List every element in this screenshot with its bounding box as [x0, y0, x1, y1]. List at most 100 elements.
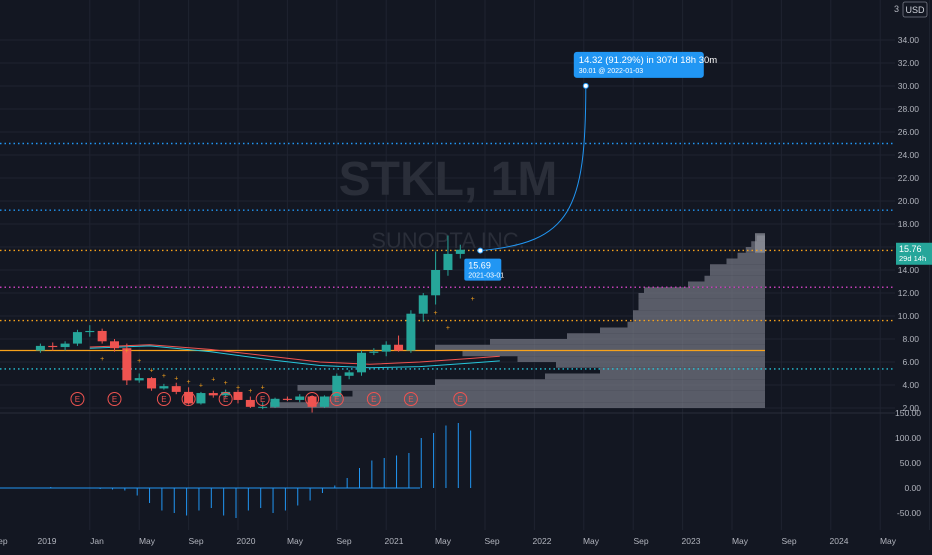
earnings-marker-label: E: [334, 395, 339, 404]
volume-profile-bar: [490, 339, 765, 345]
candle-body: [85, 330, 95, 333]
candle-body: [332, 375, 342, 397]
earnings-marker-label: E: [186, 395, 191, 404]
candle-body: [307, 396, 317, 407]
volume-profile-cap: [755, 233, 765, 253]
currency-badge[interactable]: USD: [902, 1, 928, 18]
volume-profile-bar: [710, 270, 765, 276]
indicator-marker: +: [446, 325, 450, 332]
candle-body: [282, 398, 292, 400]
candle-body: [159, 386, 169, 389]
time-axis-label: May: [139, 536, 156, 546]
last-price-countdown: 29d 14h: [899, 254, 926, 263]
last-price-box: [896, 242, 932, 265]
candle-body: [147, 378, 157, 389]
volume-profile-bar: [545, 373, 765, 380]
earnings-marker-icon[interactable]: [453, 392, 468, 406]
indicator-marker: +: [125, 348, 129, 355]
projection-end-handle[interactable]: [582, 82, 589, 89]
candle-body: [171, 386, 181, 392]
earnings-marker-label: E: [112, 395, 117, 404]
price-axis[interactable]: 34.00 32.00 30.00 28.00 26.00 24.00 22.00 20.00…: [898, 35, 920, 413]
candle-body: [221, 391, 231, 396]
volume-profile-bar: [567, 333, 765, 339]
oscillator-axis-label: 0.00: [904, 483, 921, 493]
price-axis-label: 10.00: [898, 311, 920, 321]
earnings-marker-label: E: [458, 395, 463, 404]
candle-body: [208, 393, 218, 396]
earnings-marker-icon[interactable]: [403, 392, 418, 406]
time-axis-label: 2023: [682, 536, 701, 546]
indicator-marker: +: [150, 367, 154, 374]
candle-body: [418, 295, 428, 314]
projection-start-handle[interactable]: [477, 247, 484, 254]
earnings-marker-icon[interactable]: [366, 392, 381, 406]
candle-body: [48, 345, 58, 348]
earnings-marker-icon[interactable]: [255, 392, 270, 406]
oscillator-axis[interactable]: 150.00 100.00 50.00 0.00 -50.00: [895, 408, 921, 518]
oscillator-pane: [0, 423, 472, 518]
indicator-marker: +: [224, 380, 228, 387]
time-axis-label: Sep: [484, 536, 499, 546]
time-axis-label: 2020: [237, 536, 256, 546]
time-axis-label: Sep: [188, 536, 203, 546]
earnings-marker-icon[interactable]: [329, 392, 344, 406]
time-axis-label: Sep: [336, 536, 351, 546]
price-axis-label: 22.00: [898, 173, 920, 183]
price-axis-label: 18.00: [898, 219, 920, 229]
price-axis-label: 30.00: [898, 81, 920, 91]
time-axis-label: 2021: [385, 536, 404, 546]
earnings-marker-icon[interactable]: [70, 392, 85, 406]
volume-profile-bar: [644, 287, 765, 293]
candle-body: [319, 396, 329, 407]
candle-body: [97, 330, 107, 342]
volume-profile-bar: [638, 304, 765, 311]
time-axis-label: May: [583, 536, 600, 546]
earnings-marker-icon[interactable]: [107, 392, 122, 406]
earnings-marker-icon[interactable]: [218, 392, 233, 406]
volume-profile-bar: [627, 321, 765, 328]
volume-profile-bar: [600, 327, 765, 334]
projection-drawing[interactable]: 14.32 (91.29%) in 307d 18h 30m 30.01 @ 2…: [464, 51, 717, 281]
earnings-marker-icon[interactable]: [156, 392, 171, 406]
volume-profile-bar: [325, 396, 765, 403]
candle-body: [196, 393, 206, 404]
last-price-tag: 15.76 29d 14h: [896, 242, 932, 265]
moving-average-line: [89, 345, 500, 369]
earnings-marker-label: E: [161, 395, 166, 404]
indicator-marker: +: [248, 388, 252, 395]
volume-profile-bar: [270, 402, 765, 408]
price-axis-label: 6.00: [902, 357, 919, 367]
time-axis-label: 2019: [38, 536, 57, 546]
time-axis-label: Jan: [90, 536, 104, 546]
candle-body: [443, 253, 453, 270]
time-axis-label: Sep: [633, 536, 648, 546]
time-axis-label: May: [435, 536, 452, 546]
indicator-marker: +: [187, 379, 191, 386]
volume-profile-bar: [435, 344, 765, 351]
oscillator-axis-label: 50.00: [900, 458, 922, 468]
candle-body: [134, 378, 144, 381]
candle-body: [72, 332, 82, 344]
candle-body: [357, 352, 366, 373]
projection-curve[interactable]: [480, 85, 587, 252]
indicator-marker: +: [236, 385, 240, 392]
candle-body: [369, 351, 379, 353]
oscillator-axis-label: -50.00: [897, 508, 921, 518]
oscillator-axis-label: 150.00: [895, 408, 921, 418]
time-axis-label: 2022: [533, 536, 552, 546]
indicator-marker: +: [434, 310, 438, 317]
candle-body: [270, 398, 280, 407]
volume-profile-bar: [556, 362, 765, 368]
volume-profile: [270, 233, 765, 408]
candle-body: [258, 406, 268, 408]
candle-body: [406, 313, 416, 351]
time-axis[interactable]: Sep 2019 Jan May Sep 2020 May Sep 2021 May Sep 2022…: [0, 536, 897, 546]
volume-profile-bar: [638, 298, 765, 305]
volume-profile-bar: [633, 310, 765, 316]
earnings-marker-icon[interactable]: [181, 392, 196, 406]
earnings-marker-icon[interactable]: [305, 392, 320, 406]
